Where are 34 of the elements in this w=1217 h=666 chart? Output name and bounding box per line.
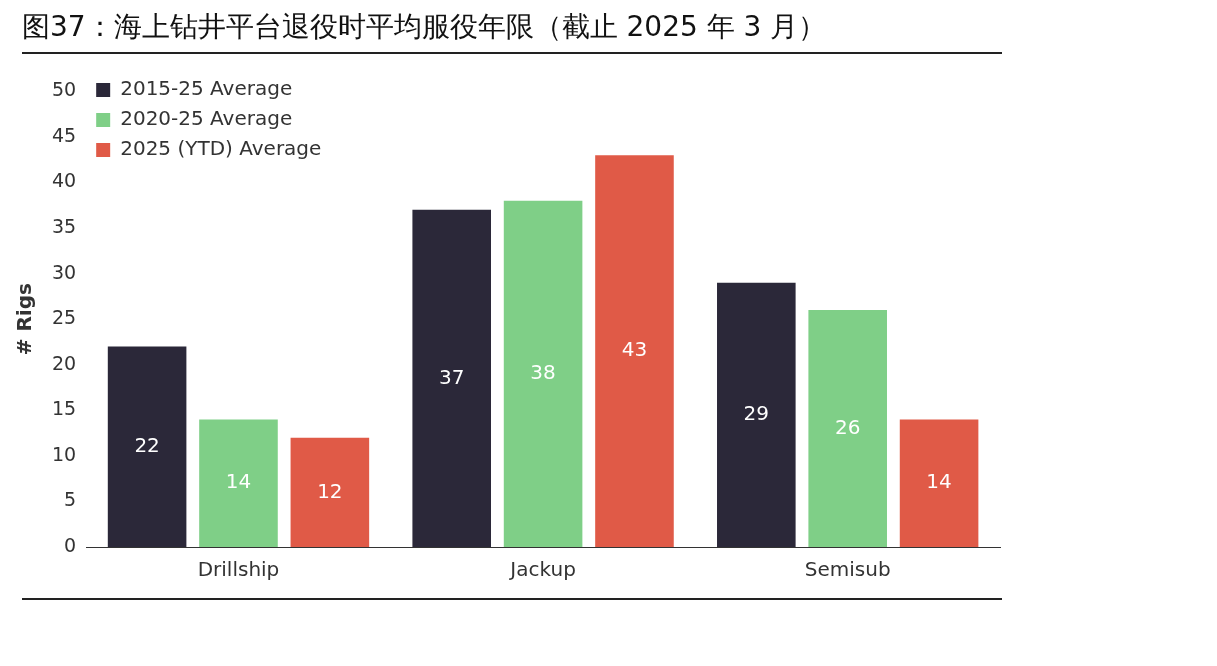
data-label: 26 [834,414,861,439]
y-tick-label: 40 [51,169,77,192]
legend-label: 2025 (YTD) Average [120,136,322,161]
y-tick-label: 15 [51,397,77,420]
bar [199,419,278,547]
data-label: 37 [438,364,465,389]
y-axis-title: # Rigs [12,283,37,356]
chart-title: 图37：海上钻井平台退役时平均服役年限（截止 2025 年 3 月） [22,8,1002,54]
bar [290,437,370,547]
legend-label: 2020-25 Average [120,106,293,131]
bar [899,419,979,547]
y-tick-label: 45 [51,123,77,146]
x-tick-label: Jackup [508,557,576,582]
bar [808,310,887,547]
y-tick-label: 35 [51,215,77,238]
y-tick-label: 5 [64,488,77,511]
x-tick-label: Drillship [197,557,280,582]
data-label: 43 [621,337,648,362]
data-label: 12 [317,478,343,503]
y-tick-label: 10 [51,442,77,465]
y-tick-label: 50 [51,78,77,101]
data-label: 29 [743,401,770,426]
y-tick-label: 25 [51,306,77,329]
data-label: 22 [134,432,160,457]
data-label: 14 [225,469,252,494]
x-tick-label: Semisub [804,557,891,582]
y-tick-label: 30 [51,260,77,283]
bar [595,155,674,547]
data-label: 38 [530,360,556,385]
data-label: 14 [926,469,952,494]
bar [503,200,583,547]
y-tick-label: 20 [51,351,77,374]
y-tick-label: 0 [64,533,77,556]
legend-label: 2015-25 Average [120,76,293,101]
